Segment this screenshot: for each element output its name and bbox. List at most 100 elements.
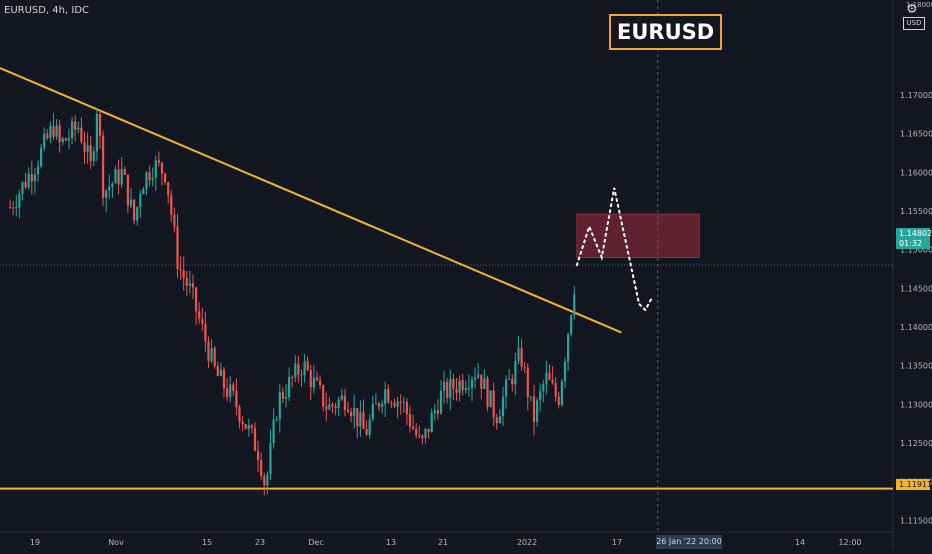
candle-body (291, 377, 294, 379)
candle-body (486, 378, 489, 408)
candle-body (80, 127, 83, 143)
candle-body (483, 378, 486, 389)
x-tick-label: 15 (202, 538, 212, 547)
candle-body (213, 348, 216, 367)
y-tick-label: 1.15500 (900, 207, 932, 216)
candle-body (157, 160, 160, 163)
last-price-value: 1.14802 (899, 229, 932, 238)
candle-body (241, 421, 244, 425)
candle-body (70, 121, 74, 139)
candle-body (387, 389, 390, 403)
candle-body (557, 396, 560, 405)
candle-body (114, 169, 117, 184)
candle-body (108, 186, 111, 191)
candle-body (322, 385, 325, 407)
candle-body (309, 370, 312, 388)
candle-body (548, 372, 551, 380)
candle-body (24, 182, 27, 188)
candle-body (495, 417, 498, 424)
candle-body (185, 278, 188, 286)
gear-icon[interactable]: ⚙ (906, 2, 918, 17)
candle-body (204, 323, 207, 342)
candle-body (287, 377, 291, 398)
candle-body (173, 214, 176, 227)
candle-body (256, 451, 260, 460)
candle-body (98, 113, 102, 136)
candle-body (343, 395, 346, 410)
candle-body (570, 315, 573, 335)
candle-body (77, 127, 80, 130)
candle-body (198, 311, 201, 319)
y-tick-label: 1.15000 (900, 246, 932, 255)
y-tick-label: 1.14000 (900, 323, 932, 332)
candle-body (455, 388, 458, 393)
candle-body (151, 177, 154, 181)
candle-body (349, 412, 353, 417)
currency-badge[interactable]: USD (903, 17, 925, 30)
candle-body (142, 189, 145, 195)
candle-body (201, 318, 204, 324)
candle-body (272, 419, 275, 443)
candle-body (542, 383, 545, 392)
candle-body (318, 380, 322, 386)
candle-body (551, 379, 554, 384)
candle-body (517, 348, 520, 362)
candle-body (514, 361, 517, 385)
candle-body (126, 174, 129, 206)
candle-body (260, 459, 263, 476)
resistance-zone (576, 213, 700, 258)
candle-body (573, 294, 576, 316)
candle-body (154, 160, 157, 178)
candle-body (8, 207, 12, 209)
candle-body (67, 138, 71, 141)
candle-body (362, 412, 365, 429)
candle-body (244, 424, 247, 429)
candle-body (266, 474, 269, 486)
candle-body (529, 396, 532, 398)
candle-body (408, 414, 412, 427)
candle-body (64, 138, 67, 141)
candle-body (46, 133, 49, 139)
candle-body (377, 403, 381, 407)
candle-body (36, 166, 40, 175)
candle-body (399, 401, 402, 403)
candle-body (111, 183, 114, 187)
y-tick-label: 1.16500 (900, 130, 932, 139)
candle-body (560, 381, 563, 405)
x-tick-label: 19 (30, 538, 40, 547)
candle-body (253, 427, 257, 452)
candle-body (396, 401, 399, 407)
candle-body (229, 384, 232, 397)
candle-body (210, 348, 213, 362)
chart-title-box: EURUSD (609, 14, 723, 50)
candle-body (235, 390, 238, 408)
candle-body (371, 404, 374, 420)
candle-body (101, 135, 105, 198)
candle-body (92, 151, 95, 162)
projection-path (575, 187, 653, 312)
symbol-label[interactable]: EURUSD, 4h, IDC (4, 5, 89, 16)
candle-body (430, 412, 433, 433)
candle-body (501, 396, 505, 417)
candle-body (563, 361, 567, 382)
candle-body (52, 126, 55, 137)
candle-body (421, 435, 424, 438)
x-tick-label: Dec (308, 538, 323, 547)
candle-body (554, 383, 557, 397)
candle-body (145, 172, 148, 190)
candle-body (346, 409, 350, 413)
candle-body (473, 377, 477, 380)
candle-body (105, 190, 108, 198)
candle-body (418, 435, 421, 437)
candle-body (278, 392, 281, 420)
candle-body (117, 169, 120, 185)
candle-body (297, 363, 300, 375)
candle-body (136, 207, 139, 221)
candle-body (452, 379, 455, 389)
candle-body (380, 403, 384, 407)
candle-body (207, 341, 210, 362)
x-tick-label: 23 (255, 538, 265, 547)
x-tick-label: 17 (612, 538, 622, 547)
